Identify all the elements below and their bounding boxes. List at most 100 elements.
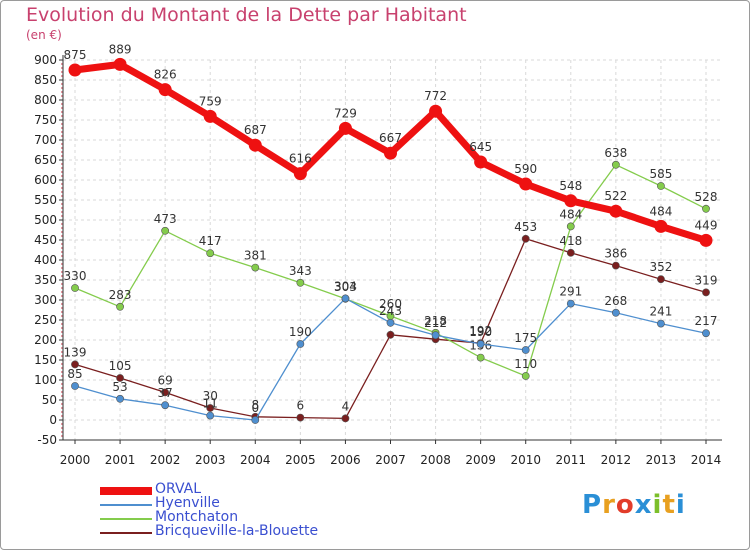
data-label: 381 [244,249,267,263]
data-label: 826 [154,68,177,82]
data-point [293,167,307,181]
y-tick-label: 750 [34,113,57,127]
chart-subtitle: (en €) [26,28,62,42]
legend-label: Montchaton [155,509,239,525]
data-point [476,340,485,348]
data-label: 667 [379,131,402,145]
data-label: 638 [604,146,627,160]
data-label: 110 [514,357,537,371]
data-label: 53 [112,380,127,394]
data-point [657,319,665,328]
data-label: 217 [695,314,718,328]
data-label: 645 [469,140,492,154]
legend-swatch [100,504,152,506]
data-label: 6 [297,399,305,413]
y-tick-label: 150 [34,353,57,367]
data-label: 548 [559,179,582,193]
x-tick-label: 2001 [105,453,136,467]
data-label: 343 [289,264,312,278]
data-label: 212 [424,316,447,330]
data-point [611,261,620,270]
data-label: 192 [469,324,492,338]
data-label: 268 [604,294,627,308]
data-point [161,401,170,410]
data-point [206,404,215,412]
x-tick-label: 2014 [691,453,722,467]
x-tick-label: 2011 [556,453,587,467]
data-point [429,104,443,118]
data-label: 453 [514,220,537,234]
data-point [566,248,575,257]
x-tick-label: 2013 [646,453,677,467]
legend-swatch [100,518,152,520]
y-tick-label: 450 [34,233,57,247]
data-point [566,299,575,308]
data-point [521,372,530,380]
data-point [609,204,623,218]
x-tick-label: 2000 [60,453,91,467]
data-point [476,353,485,362]
data-point [341,414,350,423]
legend-label: ORVAL [155,481,202,497]
y-tick-label: 100 [34,373,57,387]
y-tick-label: 200 [34,333,57,347]
data-point [116,394,124,403]
data-label: 69 [158,373,173,387]
data-point [71,382,79,390]
data-point [519,177,533,191]
data-label: 522 [604,189,627,203]
data-label: 218 [424,314,447,328]
data-point [431,331,440,340]
logo-letter: o [615,490,635,520]
data-point [474,155,488,169]
y-tick-label: 650 [34,153,57,167]
data-label: 0 [251,401,259,415]
x-tick-label: 2006 [330,453,361,467]
y-tick-label: 700 [34,133,57,147]
y-tick-label: 900 [34,53,57,67]
y-tick-label: 250 [34,313,57,327]
y-tick-label: 800 [34,93,57,107]
data-label: 190 [289,325,312,339]
data-label: 11 [203,397,218,411]
data-label: 175 [514,331,537,345]
proxiti-logo: Proxiti [582,490,686,520]
data-label: 304 [334,279,357,293]
x-tick-label: 2010 [510,453,541,467]
data-point [71,360,79,369]
data-point [206,249,215,258]
data-point [657,182,665,190]
data-label: 585 [649,167,672,181]
data-point [611,160,620,169]
data-label: 687 [244,123,267,137]
x-tick-label: 2002 [150,453,181,467]
data-point [566,222,575,231]
data-point [654,219,668,233]
data-point [702,329,710,338]
data-point [521,346,530,354]
y-tick-label: 50 [42,393,57,407]
data-label: 291 [559,285,582,299]
data-point [702,288,710,297]
data-label: 528 [695,190,718,204]
x-tick-label: 2005 [285,453,316,467]
data-point [386,330,395,339]
data-label: 386 [604,247,627,261]
logo-letter: i [675,490,686,520]
logo-letter: r [602,490,616,520]
data-label: 484 [649,204,672,218]
data-point [657,275,665,284]
data-label: 85 [67,367,82,381]
data-point [386,318,395,327]
data-point [341,294,350,303]
data-label: 889 [109,42,132,56]
x-tick-label: 2012 [601,453,632,467]
x-tick-label: 2008 [420,453,451,467]
data-point [113,57,127,71]
data-label: 241 [649,305,672,319]
data-label: 330 [64,269,87,283]
y-tick-label: 500 [34,213,57,227]
data-label: 37 [158,386,173,400]
y-tick-label: 300 [34,293,57,307]
data-label: 772 [424,89,447,103]
